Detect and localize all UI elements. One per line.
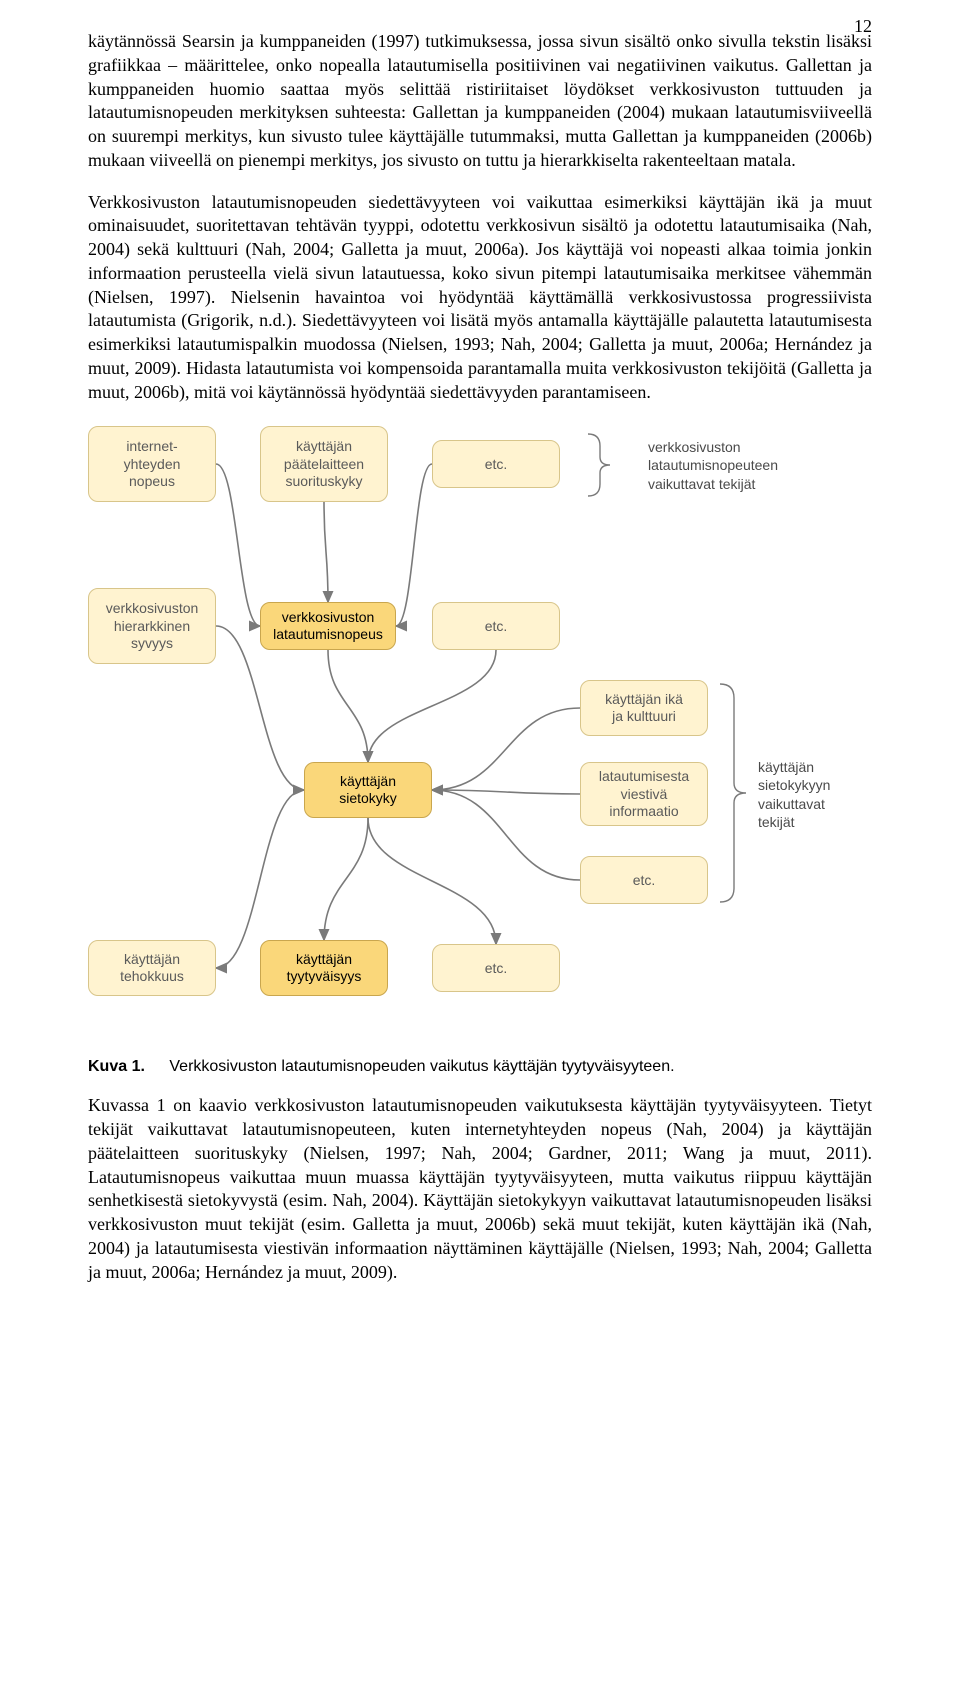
flowchart-node: verkkosivustonlatautumisnopeus [260, 602, 396, 650]
flowchart-node: etc. [432, 944, 560, 992]
paragraph-1: käytännössä Searsin ja kumppaneiden (199… [88, 30, 872, 173]
document-page: 12 käytännössä Searsin ja kumppaneiden (… [0, 0, 960, 1332]
flowchart-node: etc. [432, 602, 560, 650]
flowchart-annotation: verkkosivustonlatautumisnopeuteenvaikutt… [648, 438, 778, 493]
flowchart-node: latautumisestaviestiväinformaatio [580, 762, 708, 826]
flowchart-node: etc. [580, 856, 708, 904]
figure-caption-text: Verkkosivuston latautumisnopeuden vaikut… [169, 1058, 674, 1075]
paragraph-2: Verkkosivuston latautumisnopeuden siedet… [88, 191, 872, 405]
flowchart-node: käyttäjänsietokyky [304, 762, 432, 818]
flowchart-node: internet-yhteydennopeus [88, 426, 216, 502]
figure-caption: Kuva 1. Verkkosivuston latautumisnopeude… [88, 1058, 872, 1076]
flowchart-annotation: käyttäjänsietokykyynvaikuttavattekijät [758, 758, 830, 831]
flowchart-node: etc. [432, 440, 560, 488]
page-number: 12 [854, 16, 872, 37]
flowchart-node: käyttäjäntehokkuus [88, 940, 216, 996]
paragraph-3: Kuvassa 1 on kaavio verkkosivuston latau… [88, 1094, 872, 1284]
flowchart-node: käyttäjän ikäja kulttuuri [580, 680, 708, 736]
flowchart-diagram: internet-yhteydennopeus käyttäjänpäätelai… [88, 422, 872, 1042]
figure-caption-label: Kuva 1. [88, 1058, 145, 1075]
flowchart-node: verkkosivustonhierarkkinensyvyys [88, 588, 216, 664]
flowchart-node: käyttäjänpäätelaitteensuorituskyky [260, 426, 388, 502]
flowchart-node: käyttäjäntyytyväisyys [260, 940, 388, 996]
